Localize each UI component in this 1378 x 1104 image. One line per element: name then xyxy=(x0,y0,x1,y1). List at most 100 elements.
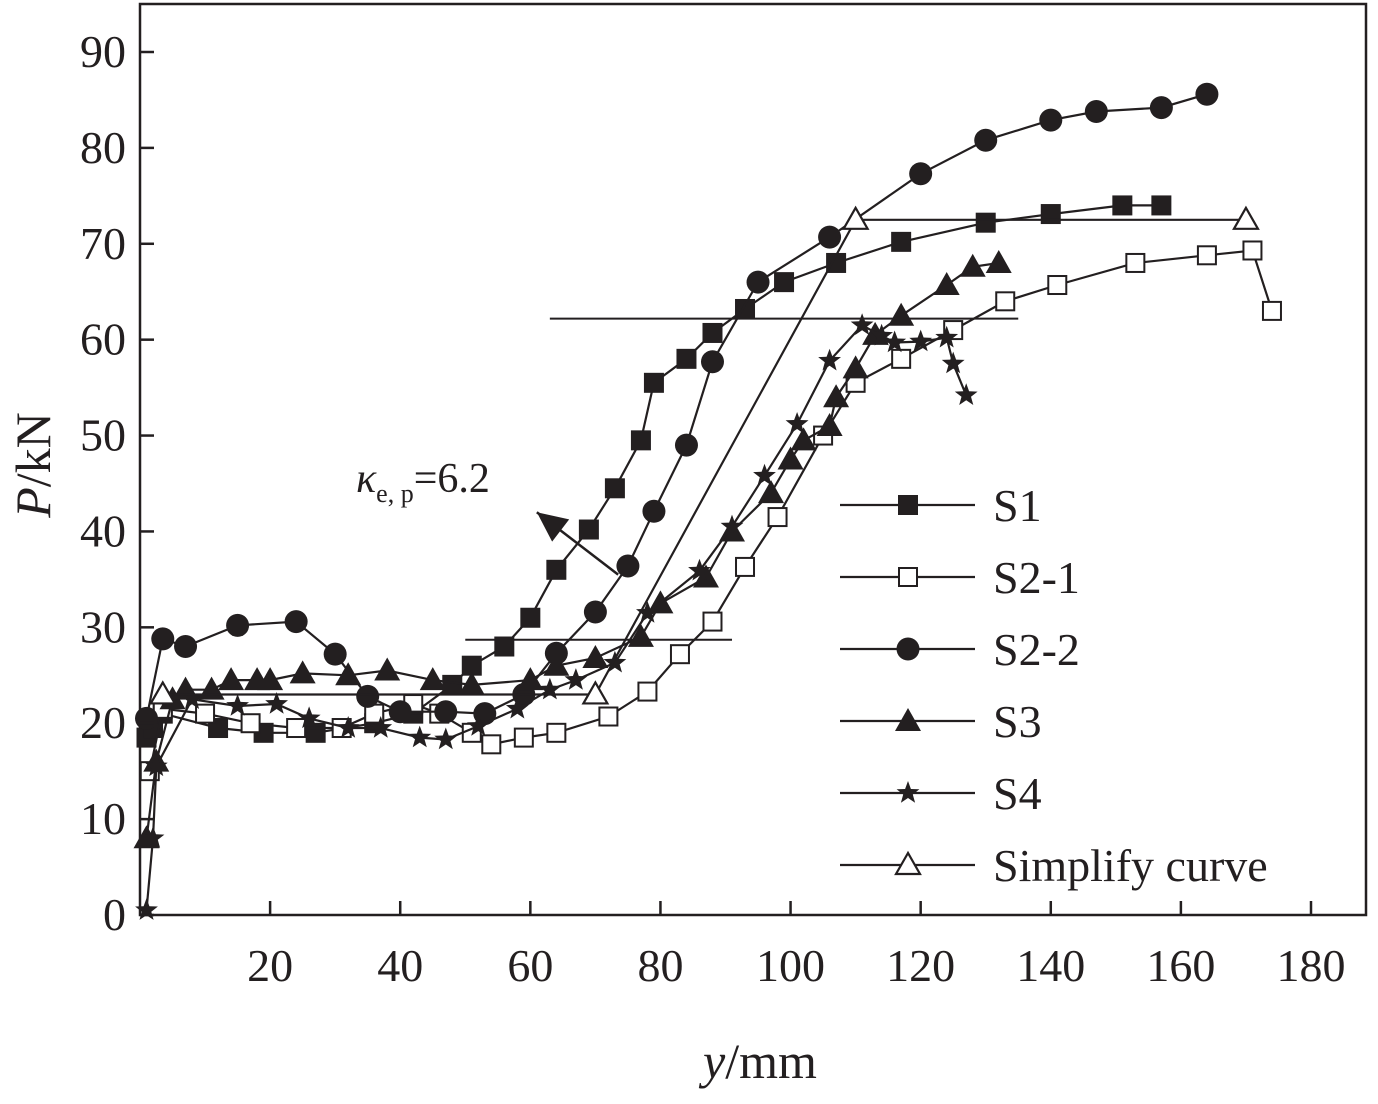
data-point xyxy=(933,272,960,296)
data-point xyxy=(374,657,401,681)
data-point xyxy=(790,427,817,451)
data-point xyxy=(888,302,915,326)
data-point xyxy=(442,674,463,695)
data-point xyxy=(284,610,308,634)
data-point xyxy=(305,722,326,743)
data-point xyxy=(581,680,610,705)
x-tick-label: 120 xyxy=(886,940,955,991)
data-point xyxy=(1112,195,1133,216)
axes: 20 40 60 80 100 120 140 160 180 0 10 20 30 40 50 60 70 80… xyxy=(5,26,1346,1089)
data-point xyxy=(841,205,870,230)
x-tick-label: 20 xyxy=(247,940,293,991)
x-tick-label: 100 xyxy=(756,940,825,991)
data-point xyxy=(195,703,216,724)
data-point xyxy=(546,722,567,743)
data-point xyxy=(148,680,177,705)
legend-label: S4 xyxy=(993,768,1042,819)
data-point xyxy=(785,412,809,434)
data-point xyxy=(564,668,588,690)
data-point xyxy=(598,706,619,727)
data-point xyxy=(1261,300,1282,321)
data-point xyxy=(265,692,288,714)
data-point xyxy=(520,607,541,628)
data-point xyxy=(583,600,607,624)
data-point xyxy=(517,667,544,691)
data-point xyxy=(1149,96,1173,120)
legend-entry: S1 xyxy=(840,480,1042,531)
data-point xyxy=(941,351,965,374)
data-point xyxy=(286,718,307,739)
annotation: κe, p=6.2 xyxy=(356,456,619,576)
data-point xyxy=(135,898,158,920)
data-point xyxy=(174,635,198,659)
data-point xyxy=(226,613,250,637)
data-point xyxy=(637,681,658,702)
data-point xyxy=(1195,82,1219,106)
legend-label: S3 xyxy=(993,696,1042,747)
data-point xyxy=(1040,204,1061,225)
x-axis-title: y/mm xyxy=(698,1033,817,1089)
data-point xyxy=(408,725,432,748)
legend-label: S1 xyxy=(993,480,1042,531)
y-tick-label: 80 xyxy=(80,122,126,173)
data-point xyxy=(975,212,996,233)
y-tick-label: 60 xyxy=(80,314,126,365)
data-point xyxy=(777,446,804,470)
annotation-label: κe, p=6.2 xyxy=(356,456,490,508)
data-point xyxy=(141,826,165,848)
data-point xyxy=(702,611,723,632)
data-point xyxy=(630,430,651,451)
series-line xyxy=(162,218,1246,696)
data-point xyxy=(818,348,841,371)
data-point xyxy=(643,372,664,393)
data-point xyxy=(1242,240,1263,261)
data-point xyxy=(335,662,362,686)
data-point xyxy=(466,714,490,736)
y-axis-title: P/kN xyxy=(5,412,61,519)
legend-marker xyxy=(896,781,920,803)
legend-entry: Simplify curve xyxy=(840,840,1268,891)
y-tick-label: 70 xyxy=(80,218,126,269)
data-point xyxy=(180,687,204,709)
data-point xyxy=(909,162,933,186)
legend-marker xyxy=(898,495,918,515)
data-point xyxy=(1232,205,1260,230)
data-point xyxy=(995,291,1016,312)
series-line xyxy=(145,323,968,911)
legend-entry: S2-1 xyxy=(840,552,1080,603)
data-point xyxy=(959,253,986,277)
data-point xyxy=(688,558,711,581)
data-point xyxy=(582,645,609,669)
data-point xyxy=(700,350,724,374)
data-point xyxy=(257,667,284,691)
data-point xyxy=(289,660,316,684)
data-point xyxy=(702,322,723,343)
data-point xyxy=(218,667,245,691)
data-point xyxy=(458,671,485,695)
data-point xyxy=(692,564,719,588)
data-point xyxy=(891,231,912,252)
data-point xyxy=(883,330,907,353)
legend-entry: S2-2 xyxy=(840,624,1080,675)
data-point xyxy=(1084,99,1108,123)
x-tick-label: 160 xyxy=(1146,940,1215,991)
data-point xyxy=(669,644,690,665)
data-point xyxy=(481,734,502,755)
y-tick-label: 10 xyxy=(80,793,126,844)
data-point xyxy=(297,706,321,729)
data-point xyxy=(753,463,776,486)
plot-frame xyxy=(138,2,1368,917)
legend-marker xyxy=(894,850,922,876)
legend: S1 S2-1 S2-2 S3 S4 Simplify curve xyxy=(840,480,1268,891)
data-point xyxy=(434,700,458,724)
data-point xyxy=(144,754,168,777)
y-tick-label: 20 xyxy=(80,697,126,748)
data-point xyxy=(513,727,534,748)
y-tick-label: 0 xyxy=(103,889,126,940)
legend-entry: S4 xyxy=(840,768,1042,819)
legend-marker xyxy=(895,708,921,731)
data-point xyxy=(323,642,347,666)
data-point xyxy=(676,348,697,369)
data-point xyxy=(870,323,893,346)
data-point xyxy=(935,325,959,348)
